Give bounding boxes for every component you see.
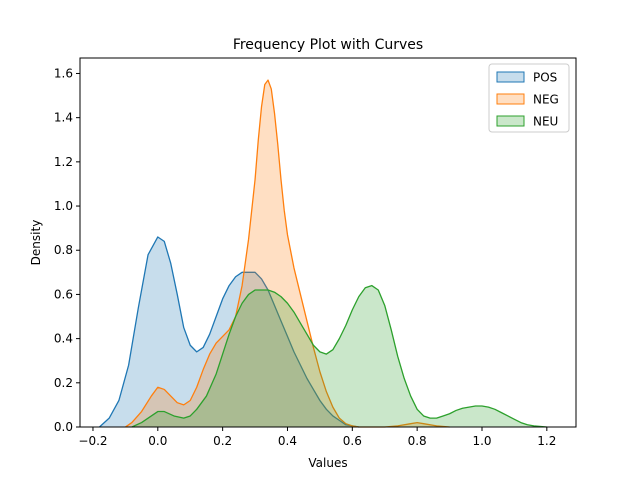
legend-label-neu: NEU	[533, 115, 558, 129]
x-tick-label: 1.2	[537, 434, 556, 448]
x-tick-label: −0.2	[78, 434, 107, 448]
x-tick-label: 1.0	[472, 434, 491, 448]
y-tick-label: 0.6	[54, 287, 73, 301]
series-area-pos	[99, 236, 359, 427]
y-tick-label: 0.4	[54, 332, 73, 346]
x-tick-label: 0.6	[343, 434, 362, 448]
y-tick-label: 1.0	[54, 199, 73, 213]
y-tick-label: 1.4	[54, 111, 73, 125]
series-line-neu	[131, 284, 547, 428]
series-area-neg	[125, 80, 450, 427]
x-tick-label: 0.4	[278, 434, 297, 448]
series-area-neu	[131, 285, 547, 427]
series-line-pos	[99, 236, 359, 428]
legend-label-neg: NEG	[533, 93, 559, 107]
legend-box	[488, 63, 570, 133]
legend-swatch-neu	[496, 115, 525, 127]
legend: POS NEG NEU	[488, 63, 570, 133]
y-axis-label: Density	[29, 220, 43, 266]
chart-title: Frequency Plot with Curves	[233, 37, 423, 53]
x-tick-label: 0.8	[408, 434, 427, 448]
legend-swatch-pos	[496, 71, 525, 83]
x-axis-label: Values	[308, 456, 347, 470]
y-axis: 0.0 0.2 0.4 0.6 0.8 1.0 1.2 1.4 1.6	[54, 66, 80, 434]
plot-frame	[79, 57, 577, 428]
y-tick-label: 1.6	[54, 66, 73, 80]
y-tick-label: 0.0	[54, 420, 73, 434]
series-layer	[99, 79, 547, 428]
x-tick-label: 0.0	[148, 434, 167, 448]
legend-swatch-neg	[496, 93, 525, 105]
y-tick-label: 1.2	[54, 155, 73, 169]
y-tick-label: 0.8	[54, 243, 73, 257]
x-tick-label: 0.2	[213, 434, 232, 448]
x-axis: −0.2 0.0 0.2 0.4 0.6 0.8 1.0 1.2	[78, 427, 556, 448]
y-tick-label: 0.2	[54, 376, 73, 390]
legend-label-pos: POS	[533, 71, 557, 85]
